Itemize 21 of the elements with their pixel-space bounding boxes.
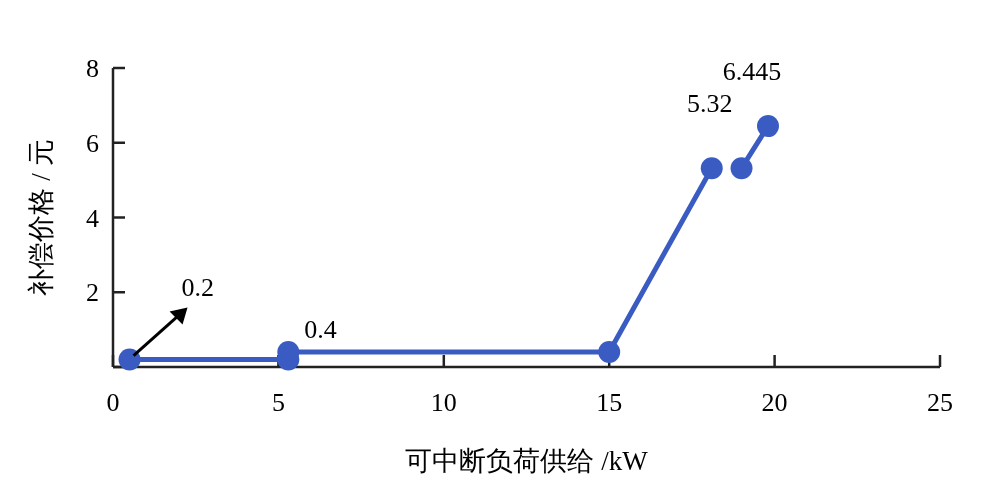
point xyxy=(756,115,779,138)
x-tick-label: 25 xyxy=(927,388,953,417)
y-tick-label: 6 xyxy=(86,128,99,158)
x-tick-label: 10 xyxy=(430,388,457,417)
x-tick-label: 0 xyxy=(106,388,120,417)
point xyxy=(118,348,141,371)
y-tick-label: 8 xyxy=(86,54,99,83)
x-axis-title: 可中断负荷供给 /kW xyxy=(405,446,649,476)
x-tick-label: 20 xyxy=(761,388,788,417)
x-tick-label: 5 xyxy=(271,388,285,417)
y-axis-title: 补偿价格 / 元 xyxy=(26,139,56,296)
y-tick-label: 2 xyxy=(86,278,99,308)
annotation: 0.2 xyxy=(181,272,215,302)
y-tick-label: 4 xyxy=(86,203,99,233)
point xyxy=(700,157,723,180)
annotation: 5.32 xyxy=(687,89,733,119)
point xyxy=(598,341,621,364)
point xyxy=(730,157,753,180)
x-tick-label: 15 xyxy=(596,388,623,417)
annotation: 6.445 xyxy=(722,57,782,87)
annotation: 0.4 xyxy=(304,315,337,345)
